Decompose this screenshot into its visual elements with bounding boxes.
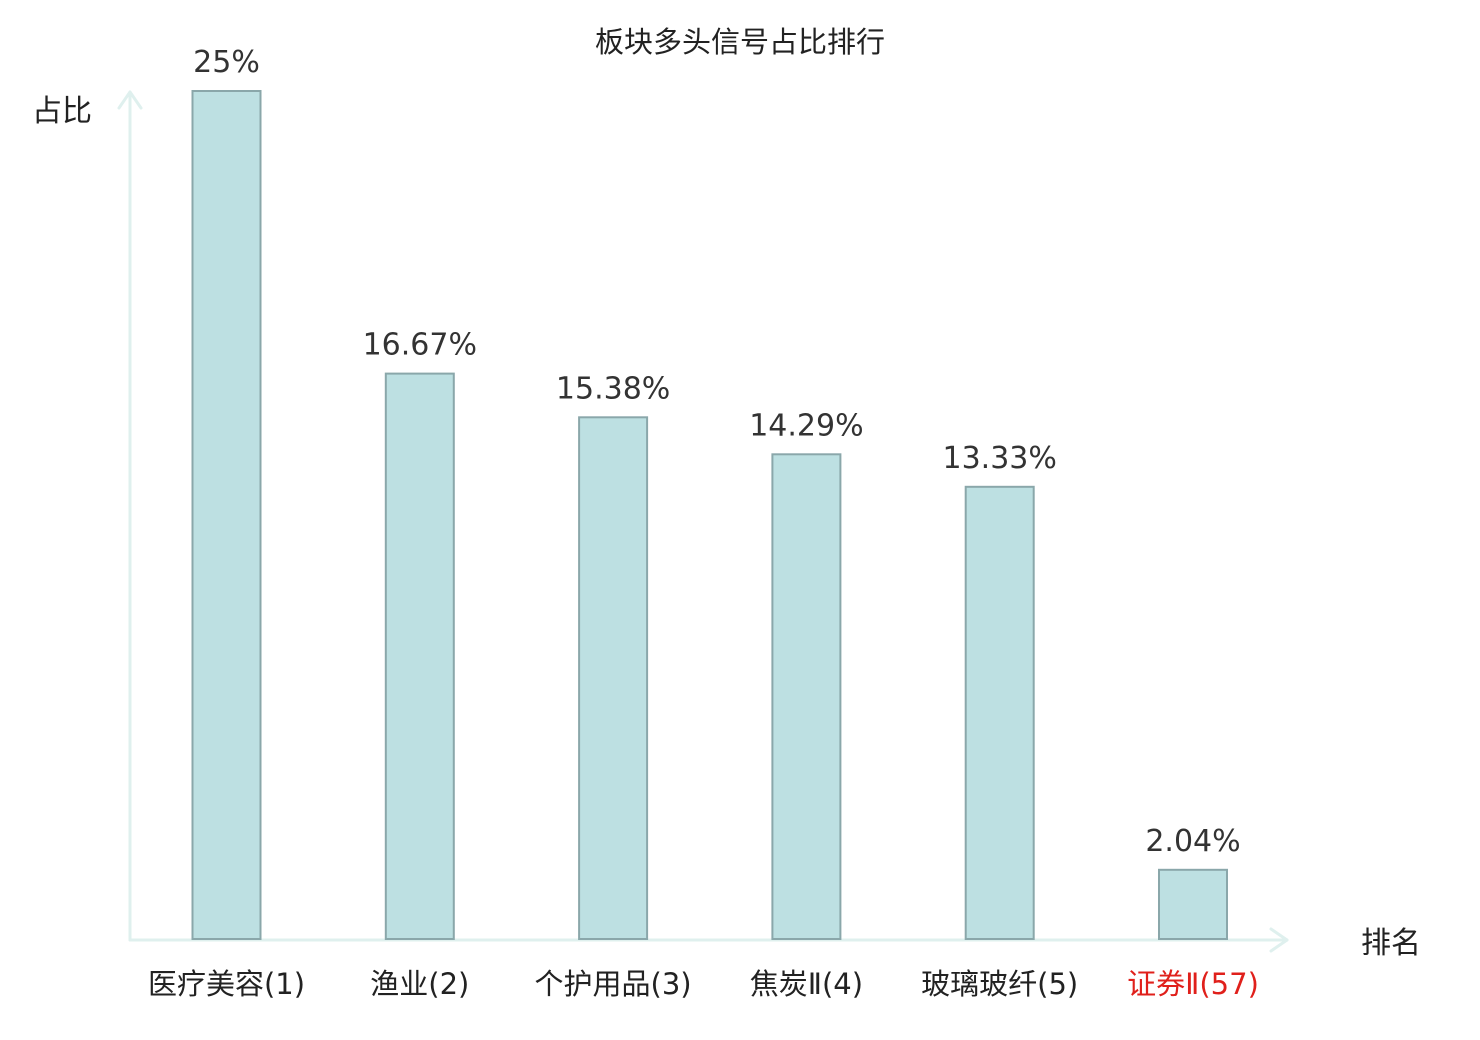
- bar-4: [771, 453, 842, 940]
- value-label-2: 16.67%: [363, 328, 477, 363]
- y-axis: [117, 90, 143, 942]
- bar-2: [384, 372, 455, 941]
- category-labels-group: 医疗美容(1) 渔业(2) 个护用品(3) 焦炭Ⅱ(4) 玻璃玻纤(5) 证券Ⅱ(57): [148, 967, 1259, 1001]
- bar-3: [578, 416, 649, 940]
- value-label-1: 25%: [193, 45, 260, 80]
- value-label-5: 13.33%: [943, 441, 1057, 476]
- value-labels-group: 25% 16.67% 15.38% 14.29% 13.33% 2.04%: [193, 45, 1241, 859]
- bar-5: [964, 485, 1035, 940]
- chart-title: 板块多头信号占比排行: [595, 25, 885, 59]
- category-label-6: 证券Ⅱ(57): [1127, 967, 1259, 1001]
- category-label-2: 渔业(2): [370, 967, 469, 1001]
- x-axis-label: 排名: [1361, 926, 1421, 961]
- category-label-1: 医疗美容(1): [148, 967, 305, 1001]
- value-label-6: 2.04%: [1145, 824, 1240, 859]
- bars-group: [191, 90, 1228, 941]
- y-axis-label: 占比: [32, 94, 92, 129]
- x-axis: [128, 927, 1289, 953]
- category-label-3: 个护用品(3): [535, 967, 692, 1001]
- category-label-4: 焦炭Ⅱ(4): [750, 967, 863, 1001]
- category-label-5: 玻璃玻纤(5): [921, 967, 1078, 1001]
- value-label-4: 14.29%: [749, 408, 863, 443]
- value-label-3: 15.38%: [556, 371, 670, 406]
- bar-1: [191, 90, 262, 940]
- bar-6: [1158, 868, 1228, 940]
